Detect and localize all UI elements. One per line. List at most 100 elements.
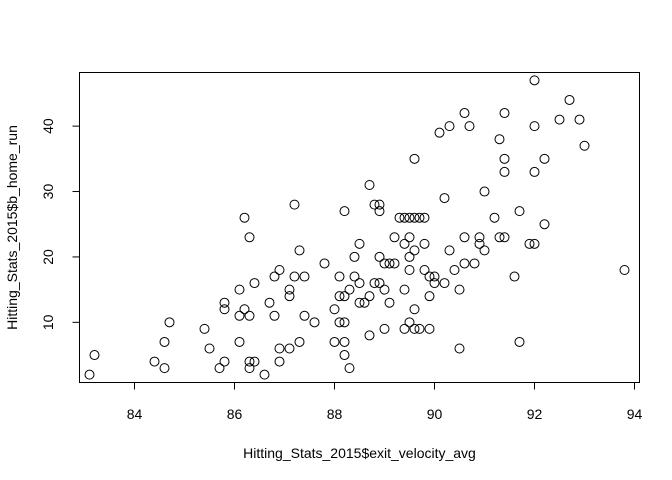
data-point xyxy=(84,369,95,380)
data-point xyxy=(424,323,435,334)
x-tick-label: 90 xyxy=(427,406,443,422)
data-point xyxy=(479,245,490,256)
data-point xyxy=(439,278,450,289)
data-point xyxy=(399,323,410,334)
data-point xyxy=(529,166,540,177)
data-point xyxy=(499,108,510,119)
data-point xyxy=(419,212,430,223)
y-tick-label: 10 xyxy=(40,314,56,330)
data-point xyxy=(414,212,425,223)
data-point xyxy=(264,297,275,308)
data-point xyxy=(424,291,435,302)
data-point xyxy=(464,121,475,132)
data-point xyxy=(469,258,480,269)
data-point xyxy=(349,271,360,282)
data-point xyxy=(399,284,410,295)
data-point xyxy=(294,336,305,347)
data-point xyxy=(574,114,585,125)
data-point xyxy=(339,206,350,217)
data-point xyxy=(329,336,340,347)
data-point xyxy=(309,317,320,328)
data-point xyxy=(479,186,490,197)
data-point xyxy=(539,219,550,230)
data-point xyxy=(364,179,375,190)
data-point xyxy=(234,336,245,347)
data-point xyxy=(289,199,300,210)
data-point xyxy=(364,330,375,341)
data-point xyxy=(274,265,285,276)
x-tick-label: 94 xyxy=(627,406,643,422)
data-point xyxy=(399,238,410,249)
data-point xyxy=(259,369,270,380)
data-point xyxy=(459,108,470,119)
data-point xyxy=(499,153,510,164)
data-point xyxy=(149,356,160,367)
data-point xyxy=(389,232,400,243)
data-point xyxy=(269,310,280,321)
data-point xyxy=(354,238,365,249)
data-point xyxy=(419,238,430,249)
data-point xyxy=(359,297,370,308)
data-point xyxy=(494,232,505,243)
data-point xyxy=(339,317,350,328)
data-point xyxy=(394,212,405,223)
x-tick-label: 88 xyxy=(327,406,343,422)
data-point xyxy=(404,212,415,223)
data-point xyxy=(554,114,565,125)
data-point xyxy=(494,134,505,145)
data-point xyxy=(539,153,550,164)
data-point xyxy=(299,271,310,282)
x-axis: 84 86 88 90 92 94 xyxy=(127,382,643,422)
data-point xyxy=(524,238,535,249)
data-point xyxy=(514,336,525,347)
data-point xyxy=(249,278,260,289)
data-point xyxy=(369,199,380,210)
data-point xyxy=(349,251,360,262)
data-point xyxy=(474,238,485,249)
data-point xyxy=(274,343,285,354)
data-point xyxy=(164,317,175,328)
data-point xyxy=(379,323,390,334)
data-point xyxy=(499,166,510,177)
y-axis: 10 20 30 40 xyxy=(40,118,80,330)
data-point xyxy=(414,323,425,334)
data-point xyxy=(399,212,410,223)
data-point xyxy=(299,310,310,321)
x-axis-label: Hitting_Stats_2015$exit_velocity_avg xyxy=(243,445,476,461)
data-point xyxy=(419,265,430,276)
data-point xyxy=(294,245,305,256)
data-point xyxy=(234,284,245,295)
data-point xyxy=(159,363,170,374)
data-point xyxy=(89,350,100,361)
data-point xyxy=(424,271,435,282)
data-point xyxy=(219,297,230,308)
y-tick-label: 30 xyxy=(40,184,56,200)
y-tick-label: 40 xyxy=(40,118,56,134)
data-point xyxy=(389,258,400,269)
data-point xyxy=(239,304,250,315)
y-axis-label: Hitting_Stats_2015$b_home_run xyxy=(4,125,20,330)
data-point xyxy=(354,278,365,289)
data-point xyxy=(429,278,440,289)
data-point xyxy=(284,291,295,302)
data-point xyxy=(429,271,440,282)
data-point xyxy=(454,343,465,354)
data-point xyxy=(214,363,225,374)
data-point xyxy=(289,271,300,282)
y-tick-label: 20 xyxy=(40,249,56,265)
x-tick-label: 86 xyxy=(227,406,243,422)
data-point xyxy=(274,356,285,367)
data-point xyxy=(619,265,630,276)
data-point xyxy=(339,350,350,361)
data-point xyxy=(439,193,450,204)
data-point xyxy=(344,284,355,295)
data-point xyxy=(284,284,295,295)
data-point xyxy=(369,278,380,289)
data-point xyxy=(244,356,255,367)
data-point xyxy=(339,336,350,347)
data-point xyxy=(404,232,415,243)
x-tick-label: 92 xyxy=(527,406,543,422)
data-point xyxy=(409,212,420,223)
data-point xyxy=(499,232,510,243)
